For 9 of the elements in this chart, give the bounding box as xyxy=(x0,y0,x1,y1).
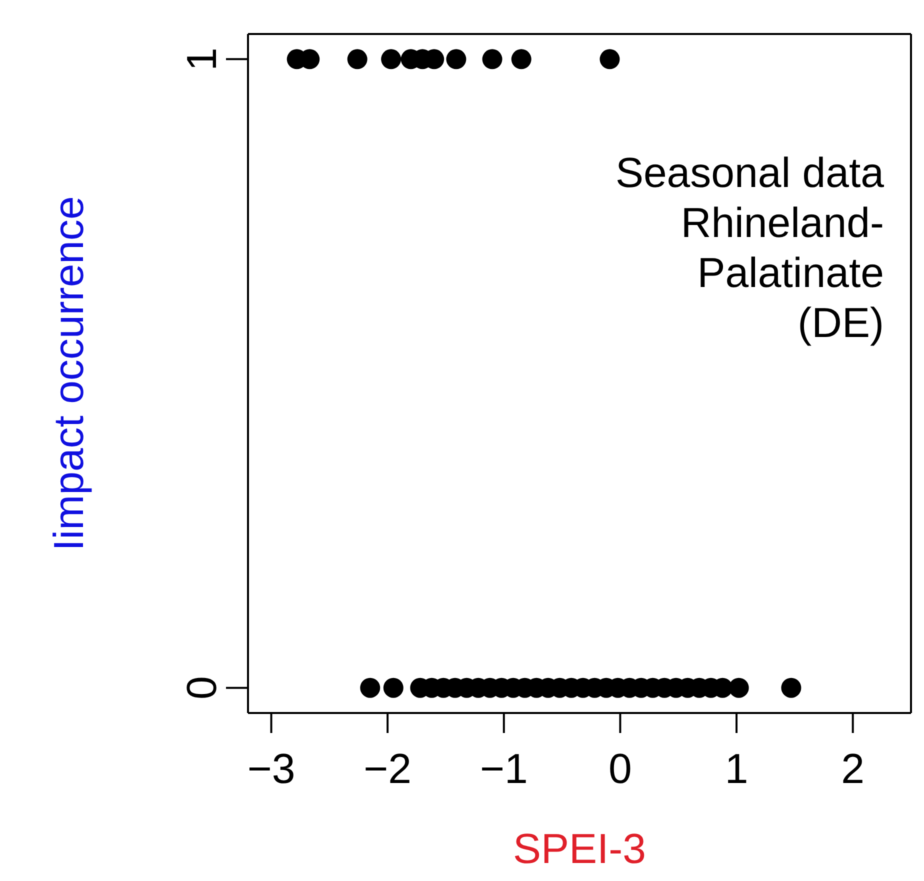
x-tick-label: 0 xyxy=(608,745,632,792)
x-axis-title: SPEI-3 xyxy=(512,825,646,872)
x-tick-label: −3 xyxy=(247,745,296,792)
x-tick-label: −2 xyxy=(364,745,412,792)
annotation: Seasonal data Rhineland- Palatinate (DE) xyxy=(615,148,884,348)
x-tick-label: 2 xyxy=(841,745,865,792)
y-axis-title: Iimpact occurrence xyxy=(44,196,92,551)
x-tick-label: −1 xyxy=(480,745,528,792)
x-tick-label: 1 xyxy=(724,745,748,792)
